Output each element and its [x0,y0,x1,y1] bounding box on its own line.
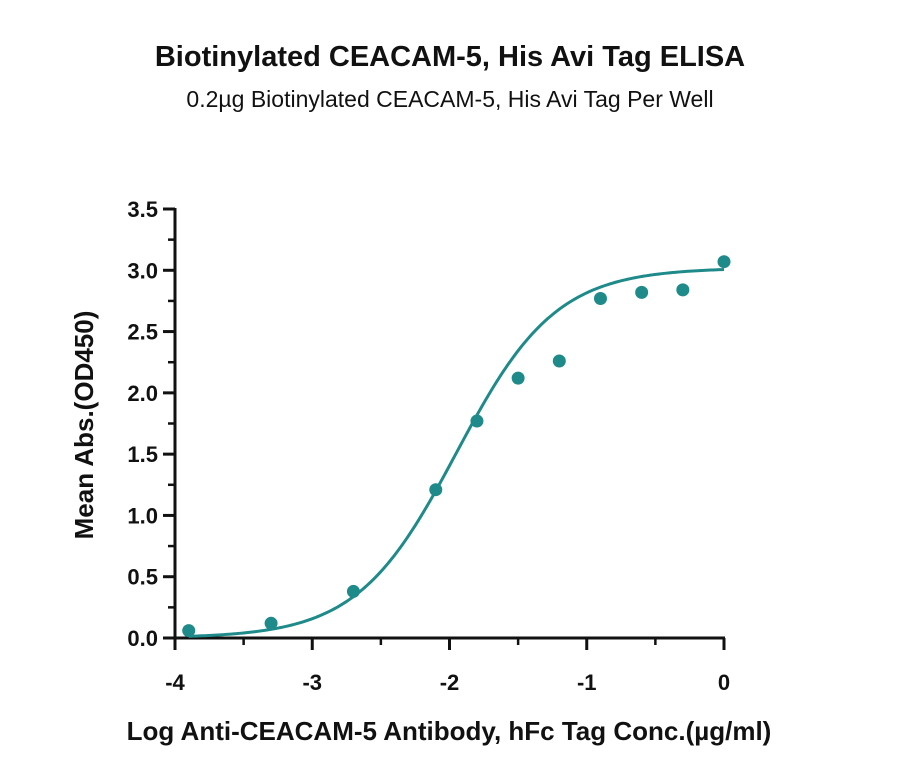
data-point [593,291,607,305]
data-point [635,285,649,299]
y-tick-label: 1.0 [127,503,158,528]
data-point [346,584,360,598]
data-point [552,354,566,368]
data-point [511,371,525,385]
y-tick-label: 3.0 [127,258,158,283]
y-tick-label: 0.5 [127,565,158,590]
x-tick-label: -4 [165,670,185,695]
x-tick-label: -3 [302,670,322,695]
fit-curve [188,268,725,638]
fit-curve-group [188,268,725,638]
y-tick-label: 2.0 [127,381,158,406]
y-tick-label: 2.5 [127,320,158,345]
chart-subtitle: 0.2µg Biotinylated CEACAM-5, His Avi Tag… [186,86,713,112]
data-points [182,255,731,638]
y-tick-label: 1.5 [127,442,158,467]
y-axis-label: Mean Abs.(OD450) [69,311,99,540]
data-point [264,616,278,630]
chart-title: Biotinylated CEACAM-5, His Avi Tag ELISA [155,41,745,73]
y-tick-label: 0.0 [127,626,158,651]
axes [173,208,725,640]
data-point [470,414,484,428]
x-tick-label: -1 [577,670,597,695]
x-tick-label: 0 [718,670,730,695]
x-tick-label: -2 [440,670,460,695]
y-tick-label: 3.5 [127,197,158,222]
data-point [429,483,443,497]
x-ticks: -4 -3 -2 -1 0 [165,638,730,695]
data-point [676,283,690,297]
y-ticks: 0.0 0.5 1.0 1.5 2.0 2.5 3.0 3.5 [127,197,175,651]
data-point [182,624,196,638]
data-point [717,255,731,269]
x-axis-label: Log Anti-CEACAM-5 Antibody, hFc Tag Conc… [127,716,772,746]
